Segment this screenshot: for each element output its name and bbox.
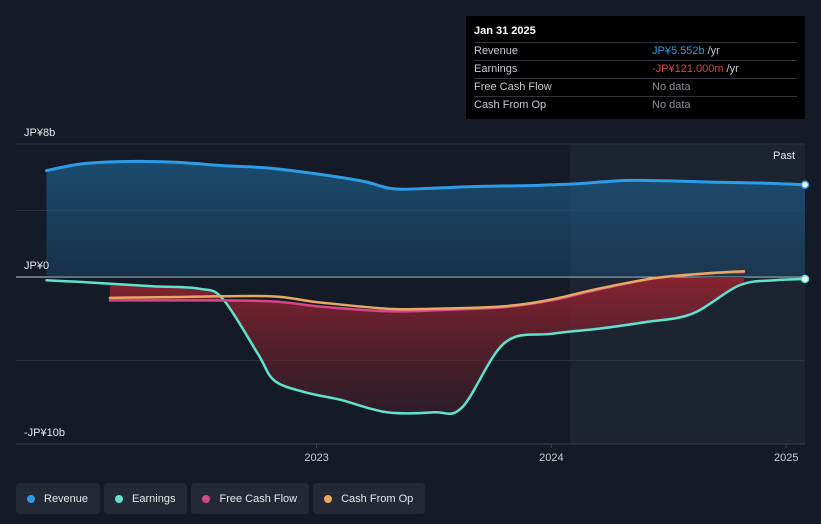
tooltip-value: -JP¥121.000m [652, 63, 724, 75]
chart: 2023 2024 2025 [16, 143, 810, 464]
past-label: Past [773, 150, 796, 162]
y-tick-label: -JP¥10b [24, 427, 65, 439]
x-ticks-layer: 2023 2024 2025 [304, 444, 798, 464]
tooltip-unit: /yr [707, 45, 720, 57]
tooltip-unit: /yr [726, 63, 739, 75]
x-tick-label: 2023 [304, 452, 328, 464]
legend-label: Free Cash Flow [219, 492, 298, 505]
legend-dot-icon [324, 494, 333, 503]
tooltip-date: Jan 31 2025 [474, 22, 797, 43]
earnings-area [109, 277, 745, 414]
x-tick-label: 2025 [774, 452, 798, 464]
tooltip-value: No data [652, 81, 691, 93]
legend-dot-icon [202, 494, 211, 503]
legend-label: Revenue [44, 492, 89, 505]
markers-layer [800, 180, 810, 284]
tooltip-value: JP¥5.552b [652, 45, 705, 57]
legend-item-free-cash-flow[interactable]: Free Cash Flow [191, 483, 310, 514]
revenue-end-marker [800, 180, 810, 189]
chart-legend: Revenue Earnings Free Cash Flow Cash Fro… [16, 483, 426, 514]
cash-from-op-line [108, 269, 746, 311]
y-tick-label: JP¥8b [24, 127, 56, 139]
tooltip-label: Cash From Op [474, 99, 547, 111]
legend-label: Cash From Op [341, 492, 414, 505]
legend-dot-icon [115, 494, 124, 503]
areas-layer [46, 161, 805, 414]
legend-dot-icon [27, 494, 35, 503]
tooltip-label: Free Cash Flow [474, 81, 552, 93]
legend-item-earnings[interactable]: Earnings [104, 483, 188, 514]
earnings-end-marker [800, 274, 810, 284]
tooltip-row-cash-from-op: Cash From Op No data [474, 97, 797, 114]
tooltip-label: Revenue [474, 45, 519, 57]
tooltip-row-revenue: Revenue JP¥5.552b /yr [474, 43, 797, 61]
earnings-line [45, 277, 807, 416]
legend-item-revenue[interactable]: Revenue [16, 483, 101, 514]
data-tooltip: Jan 31 2025 Revenue JP¥5.552b /yr Earnin… [466, 16, 805, 119]
series-lines-layer [45, 159, 807, 416]
x-tick-label: 2024 [539, 452, 563, 464]
legend-label: Earnings [132, 492, 176, 505]
tooltip-row-earnings: Earnings -JP¥121.000m /yr [474, 61, 797, 79]
tooltip-row-free-cash-flow: Free Cash Flow No data [474, 79, 797, 97]
y-tick-label: JP¥0 [24, 260, 50, 272]
tooltip-label: Earnings [474, 63, 518, 75]
legend-item-cash-from-op[interactable]: Cash From Op [313, 483, 426, 514]
revenue-area [46, 161, 805, 277]
revenue-line [45, 159, 807, 191]
tooltip-value: No data [652, 99, 691, 111]
